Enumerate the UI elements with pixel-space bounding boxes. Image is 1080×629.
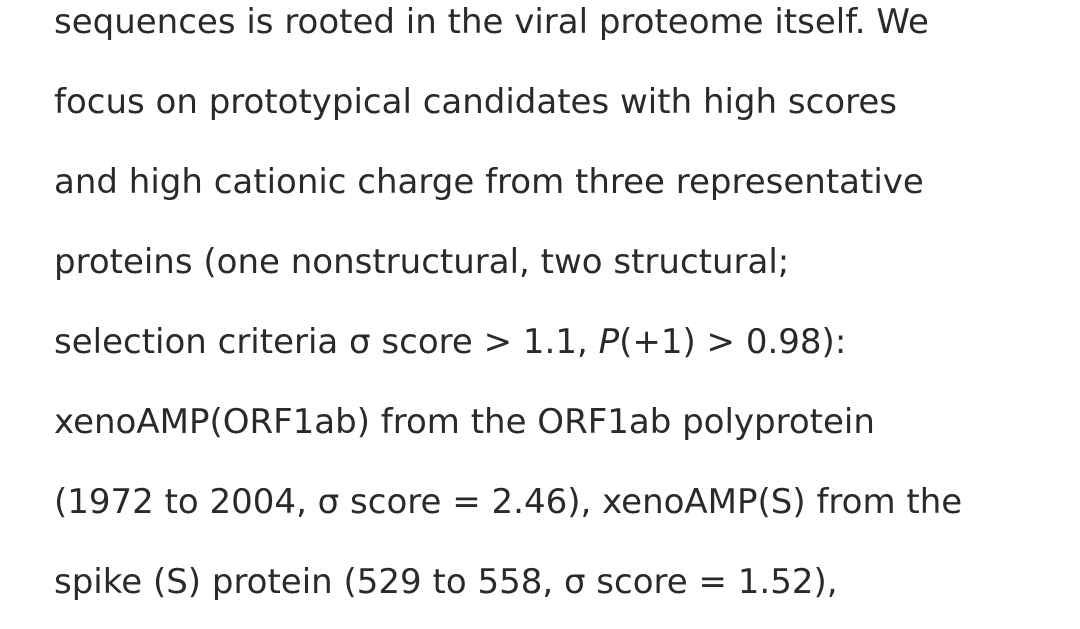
selection-criteria-line: selection criteria σ score > 1.1, P(+1) … [54,322,846,362]
text-line: spike (S) protein (529 to 558, σ score =… [54,562,838,602]
text-line: sequences is rooted in the viral proteom… [54,2,929,42]
probability-symbol: P [598,322,620,362]
text-line: (1972 to 2004, σ score = 2.46), xenoAMP(… [54,482,963,522]
text-line: proteins (one nonstructural, two structu… [54,242,790,282]
text-line: and high cationic charge from three repr… [54,162,924,202]
probability-threshold: (+1) > 0.98): [619,322,847,362]
text-line: focus on prototypical candidates with hi… [54,82,897,122]
text-line: xenoAMP(ORF1ab) from the ORF1ab polyprot… [54,402,875,442]
selection-criteria-text: selection criteria σ score > 1.1, [54,322,599,362]
